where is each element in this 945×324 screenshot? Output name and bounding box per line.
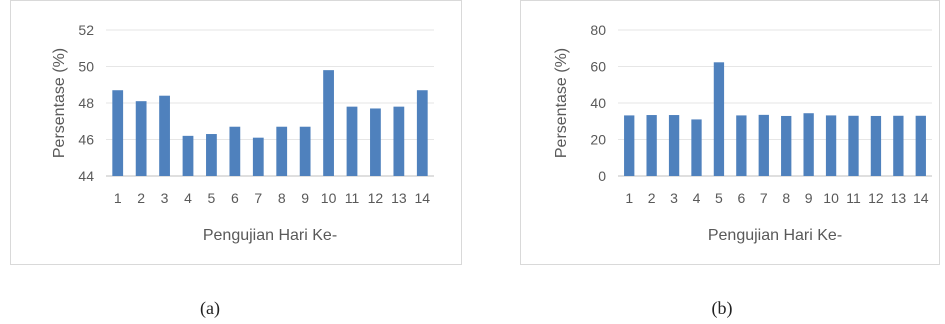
y-axis-label: Persentase (%)	[51, 48, 68, 158]
x-tick-label: 13	[391, 190, 407, 206]
bar	[229, 126, 241, 176]
bar	[159, 95, 170, 176]
x-tick-label: 13	[891, 190, 907, 206]
y-tick-label: 0	[598, 168, 606, 184]
x-tick-label: 12	[368, 190, 384, 206]
x-tick-label: 2	[137, 190, 145, 206]
x-tick-label: 7	[760, 190, 768, 206]
x-tick-label: 3	[670, 190, 678, 206]
bar	[135, 101, 147, 176]
y-axis-label: Persentase (%)	[553, 48, 570, 158]
bar	[668, 115, 680, 176]
x-tick-label: 4	[693, 190, 701, 206]
x-tick-label: 2	[648, 190, 656, 206]
y-tick-label: 40	[590, 95, 606, 111]
y-tick-label: 52	[78, 22, 94, 38]
x-tick-label: 7	[254, 190, 262, 206]
chart-b: 0 20 40 60 80 1 2 3 4 5 6 7 8 9 10 11 12 13 14 Pengujian Ha…	[520, 0, 940, 265]
chart-a: 44 46 48 50 52 1 2 3 4 5 6 7 8 9 10 11 12 13 14 Pengujian H…	[10, 0, 462, 265]
bar	[182, 135, 194, 176]
bar	[370, 108, 381, 176]
bar	[346, 106, 358, 176]
y-tick-label: 46	[78, 132, 94, 148]
x-tick-label: 8	[278, 190, 286, 206]
bar	[893, 115, 904, 176]
bar	[713, 62, 725, 176]
x-tick-label: 5	[208, 190, 216, 206]
y-tick-label: 48	[78, 95, 94, 111]
bar	[112, 90, 124, 176]
bar	[646, 115, 657, 176]
x-axis-label: Pengujian Hari Ke-	[203, 227, 337, 244]
bar	[323, 70, 334, 176]
x-tick-label: 1	[114, 190, 122, 206]
bar	[803, 113, 814, 176]
x-tick-label: 11	[846, 190, 861, 206]
x-tick-label: 6	[231, 190, 239, 206]
y-tick-label: 80	[590, 22, 606, 38]
x-tick-label: 14	[414, 190, 430, 206]
caption-a: (a)	[200, 298, 220, 318]
bar	[276, 126, 288, 176]
bar	[825, 115, 837, 176]
bar	[758, 114, 769, 176]
bar	[624, 115, 635, 176]
x-tick-label: 6	[737, 190, 745, 206]
x-tick-label: 10	[823, 190, 839, 206]
x-tick-label: 12	[868, 190, 884, 206]
x-tick-label: 4	[184, 190, 192, 206]
bar	[781, 115, 792, 176]
x-tick-label: 14	[913, 190, 929, 206]
bar	[691, 119, 702, 176]
x-tick-label: 8	[782, 190, 790, 206]
bar	[870, 115, 882, 176]
chart-frame	[520, 0, 940, 265]
bar	[848, 115, 859, 176]
x-tick-label: 1	[625, 190, 633, 206]
bar	[299, 126, 311, 176]
bar	[252, 137, 264, 176]
x-tick-label: 10	[321, 190, 337, 206]
bar	[416, 90, 428, 176]
y-tick-label: 20	[590, 132, 606, 148]
bar	[393, 106, 405, 176]
y-tick-label: 44	[78, 168, 94, 184]
x-tick-label: 3	[161, 190, 169, 206]
bar	[736, 115, 747, 176]
bar	[915, 115, 926, 176]
y-tick-label: 60	[590, 59, 606, 75]
x-tick-label: 9	[301, 190, 309, 206]
x-tick-label: 5	[715, 190, 723, 206]
x-tick-label: 11	[345, 190, 360, 206]
x-tick-label: 9	[805, 190, 813, 206]
x-axis-label: Pengujian Hari Ke-	[708, 227, 842, 244]
y-tick-label: 50	[78, 59, 94, 75]
caption-b: (b)	[711, 298, 733, 318]
bar	[206, 134, 217, 176]
